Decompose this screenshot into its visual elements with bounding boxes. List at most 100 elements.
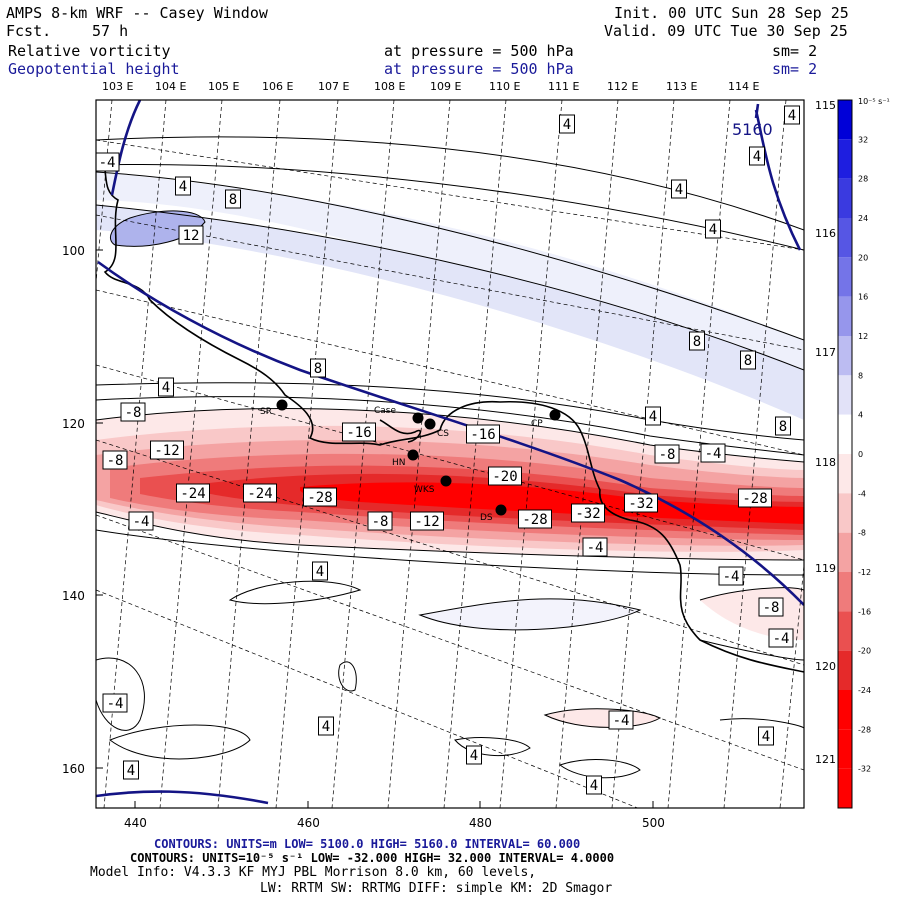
svg-text:-12: -12: [154, 443, 179, 459]
svg-text:106 E: 106 E: [262, 80, 293, 93]
contour-label: 12: [178, 225, 204, 245]
model-info-line2: LW: RRTM SW: RRTMG DIFF: simple KM: 2D S…: [260, 881, 613, 896]
model-info-line1: Model Info: V4.3.3 KF MYJ PBL Morrison 8…: [90, 865, 537, 880]
station-HN: HN: [392, 449, 419, 468]
colorbar-unit: 10⁻⁵ s⁻¹: [858, 97, 890, 106]
svg-text:-8: -8: [107, 453, 124, 469]
station-WKS: WKS: [414, 475, 452, 495]
svg-text:SR: SR: [260, 407, 272, 417]
init-time: Init. 00 UTC Sun 28 Sep 25: [614, 4, 849, 22]
svg-text:-32: -32: [628, 496, 653, 512]
axis-ticks: [96, 249, 654, 808]
colorbar-tick-label: 32: [858, 135, 868, 144]
contour-label: -16: [466, 424, 500, 444]
contour-label: 4: [749, 146, 765, 166]
contour-label: -32: [571, 503, 605, 523]
svg-text:CP: CP: [531, 419, 543, 429]
colorbar-swatch: [838, 768, 852, 808]
colorbar-tick-label: 28: [858, 175, 868, 184]
svg-text:-28: -28: [522, 512, 547, 528]
colorbar-tick-label: -20: [858, 647, 871, 656]
station-Case: Case: [374, 406, 424, 424]
svg-text:DS: DS: [480, 513, 493, 523]
colorbar-tick-label: -16: [858, 607, 871, 616]
contour-label: -4: [768, 628, 794, 648]
svg-text:-4: -4: [587, 540, 604, 556]
contour-label: 4: [671, 179, 687, 199]
field1-name: Relative vorticity: [8, 42, 171, 60]
colorbar-tick-label: 8: [858, 371, 863, 380]
colorbar-swatch: [838, 454, 852, 494]
contour-label: 8: [689, 331, 705, 351]
vorticity-contour-lines: [96, 136, 804, 779]
svg-text:120: 120: [62, 417, 85, 431]
contour-label: -4: [582, 537, 608, 557]
contour-label: -4: [608, 710, 634, 730]
contour-label: -28: [738, 488, 772, 508]
contour-label: 4: [586, 775, 602, 795]
svg-text:4: 4: [162, 380, 170, 396]
contour-label: -16: [342, 422, 376, 442]
svg-text:113 E: 113 E: [666, 80, 697, 93]
contour-label: -4: [128, 511, 154, 531]
contour-label: 8: [310, 358, 326, 378]
contour-label: -4: [718, 566, 744, 586]
svg-text:HN: HN: [392, 458, 406, 468]
svg-text:109 E: 109 E: [430, 80, 461, 93]
svg-text:-4: -4: [705, 446, 722, 462]
contour-label: -24: [243, 483, 277, 503]
svg-text:WKS: WKS: [414, 485, 435, 495]
vorticity-contour-info: CONTOURS: UNITS=10⁻⁵ s⁻¹ LOW= -32.000 HI…: [130, 851, 615, 865]
colorbar-swatch: [838, 532, 852, 572]
svg-text:110 E: 110 E: [489, 80, 520, 93]
svg-text:140: 140: [62, 589, 85, 603]
colorbar-swatch: [838, 375, 852, 415]
svg-text:4: 4: [316, 564, 324, 580]
svg-text:4: 4: [179, 179, 187, 195]
contour-label: 4: [645, 406, 661, 426]
svg-text:-28: -28: [307, 490, 332, 506]
svg-text:-8: -8: [659, 447, 676, 463]
contour-label: -20: [488, 466, 522, 486]
colorbar-tick-label: 20: [858, 253, 868, 262]
colorbar-swatch: [838, 650, 852, 690]
svg-text:8: 8: [693, 334, 701, 350]
colorbar-swatch: [838, 690, 852, 730]
field2-level: at pressure = 500 hPa: [384, 60, 574, 78]
contour-label: 4: [466, 745, 482, 765]
svg-text:-8: -8: [763, 600, 780, 616]
svg-text:500: 500: [642, 816, 665, 830]
svg-text:CS: CS: [437, 429, 449, 439]
svg-text:104 E: 104 E: [155, 80, 186, 93]
colorbar-tick-label: -32: [858, 765, 871, 774]
contour-label: 4: [318, 716, 334, 736]
colorbar-swatch: [838, 493, 852, 533]
colorbar-tick-label: 24: [858, 214, 868, 223]
svg-text:8: 8: [744, 353, 752, 369]
contour-label: -28: [518, 509, 552, 529]
station-markers: SR Case CS HN WKS DS: [260, 399, 561, 523]
svg-text:105 E: 105 E: [208, 80, 239, 93]
colorbar-tick-label: 12: [858, 332, 868, 341]
contour-label: 4: [559, 114, 575, 134]
svg-text:Case: Case: [374, 406, 396, 416]
height-contour-label: 5160: [732, 120, 773, 139]
svg-text:-4: -4: [773, 631, 790, 647]
plot-frame: [95, 99, 805, 809]
svg-text:8: 8: [314, 361, 322, 377]
colorbar-tick-label: 0: [858, 450, 863, 459]
latlon-grid: [96, 100, 804, 808]
contour-label: -8: [120, 402, 146, 422]
colorbar-frame: [837, 99, 853, 809]
colorbar-swatch: [838, 611, 852, 651]
svg-text:-20: -20: [492, 469, 517, 485]
colorbar-swatch: [838, 572, 852, 612]
colorbar-tick-label: -28: [858, 725, 871, 734]
svg-text:12: 12: [183, 228, 200, 244]
station-DS: DS: [480, 504, 507, 523]
svg-text:-8: -8: [372, 514, 389, 530]
colorbar-tick-label: -12: [858, 568, 871, 577]
svg-text:4: 4: [470, 748, 478, 764]
svg-text:-8: -8: [125, 405, 142, 421]
contour-label: 8: [740, 350, 756, 370]
